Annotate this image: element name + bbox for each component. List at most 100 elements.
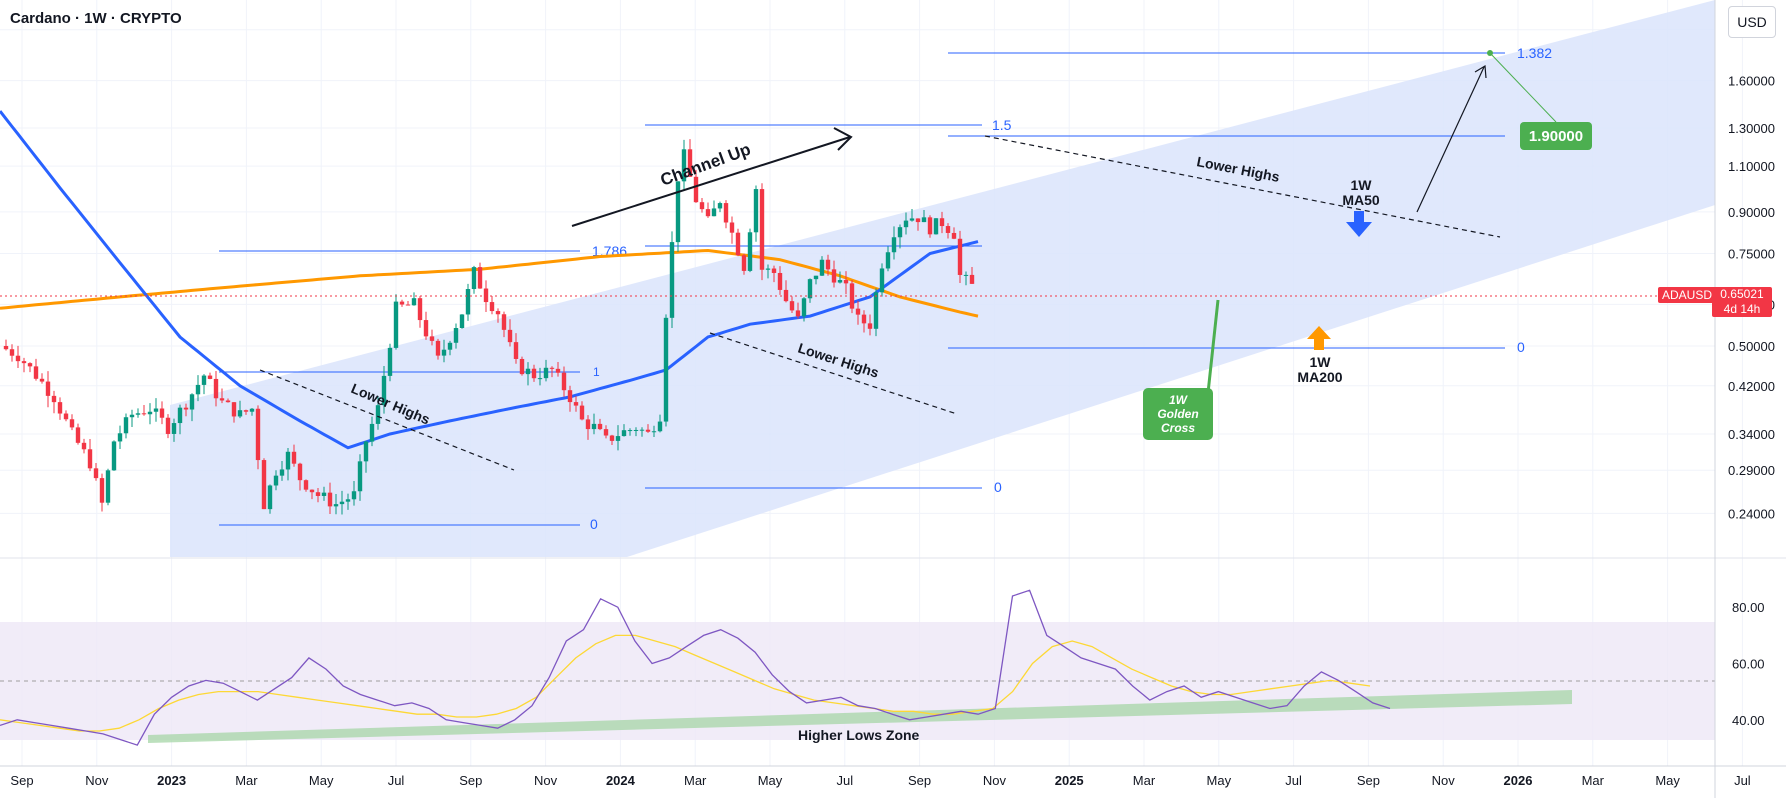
candle-body xyxy=(321,492,327,496)
candle-body xyxy=(687,149,693,177)
candle-body xyxy=(27,363,33,367)
last-price-value: 0.65021 xyxy=(1720,287,1764,301)
candle-body xyxy=(375,405,381,424)
candle-body xyxy=(963,274,969,276)
candle-body xyxy=(459,314,465,329)
candle-body xyxy=(957,238,963,275)
golden-cross-pointer xyxy=(1206,299,1220,394)
price-tick-label: 1.30000 xyxy=(1728,121,1775,136)
candle-body xyxy=(633,429,639,431)
candle-body xyxy=(579,405,585,420)
candle-body xyxy=(867,323,873,329)
candle-body xyxy=(675,181,681,243)
candle-body xyxy=(405,304,411,306)
fib-b-top: 1.5 xyxy=(992,117,1012,133)
candle-body xyxy=(795,310,801,317)
candle-body xyxy=(45,381,51,396)
currency-button[interactable]: USD xyxy=(1728,6,1776,38)
time-tick-label: Jul xyxy=(388,773,405,788)
price-tick-label: 0.42000 xyxy=(1728,379,1775,394)
higher-lows-zone-label: Higher Lows Zone xyxy=(798,727,920,743)
candle-body xyxy=(915,218,921,223)
candle-body xyxy=(771,268,777,273)
candle-body xyxy=(927,217,933,235)
candle-body xyxy=(249,408,255,412)
fib-levels xyxy=(219,52,1505,526)
time-tick-label: Nov xyxy=(1432,773,1456,788)
lower-highs-trendlines xyxy=(259,135,1501,471)
candle-body xyxy=(747,232,753,271)
target-point xyxy=(1487,50,1493,56)
candle-body xyxy=(849,283,855,309)
candle-body xyxy=(339,501,345,505)
candle-body xyxy=(453,328,459,343)
time-tick-label: Mar xyxy=(1133,773,1156,788)
candle-body xyxy=(669,242,675,318)
candle-body xyxy=(285,451,291,470)
candle-body xyxy=(735,232,741,256)
candle-body xyxy=(501,314,507,330)
candle-body xyxy=(891,237,897,253)
candle-body xyxy=(813,275,819,280)
candle-body xyxy=(435,340,441,356)
candle-body xyxy=(657,421,663,432)
candle-body xyxy=(141,413,147,415)
candle-body xyxy=(201,375,207,385)
candle-body xyxy=(117,433,123,442)
candle-body xyxy=(933,218,939,235)
candle-body xyxy=(99,478,105,503)
rsi-axis[interactable]: 80.00 60.00 40.00 xyxy=(1732,600,1765,728)
candle-body xyxy=(345,499,351,502)
candle-body xyxy=(75,427,81,443)
ma200-label-line2: MA200 xyxy=(1297,369,1342,385)
candle-body xyxy=(777,272,783,290)
candle-body xyxy=(939,218,945,227)
time-tick-label: May xyxy=(1207,773,1232,788)
candle-body xyxy=(189,394,195,410)
candle-body xyxy=(315,492,321,496)
ma200-label-line1: 1W xyxy=(1310,354,1332,370)
golden-cross-line-3: Cross xyxy=(1160,421,1195,435)
candle-body xyxy=(879,268,885,293)
candle-body xyxy=(645,429,651,432)
candle-body xyxy=(597,423,603,430)
time-tick-label: Jul xyxy=(836,773,853,788)
candle-body xyxy=(123,417,129,434)
candle-body xyxy=(819,259,825,276)
candle-body xyxy=(699,202,705,210)
candle-body xyxy=(897,227,903,238)
candle-body xyxy=(195,384,201,395)
candle-body xyxy=(111,441,117,471)
candle-body xyxy=(693,176,699,203)
candle-body xyxy=(261,460,267,510)
price-tick-label: 0.90000 xyxy=(1728,205,1775,220)
time-tick-label: May xyxy=(758,773,783,788)
candle-body xyxy=(789,301,795,311)
candle-body xyxy=(219,398,225,401)
candle-body xyxy=(855,308,861,315)
candle-body xyxy=(135,413,141,415)
candle-body xyxy=(333,504,339,507)
ma50-label-line2: MA50 xyxy=(1342,192,1380,208)
candle-body xyxy=(873,292,879,329)
ma200-line xyxy=(0,248,979,318)
candle-body xyxy=(741,255,747,271)
rsi-tick-label: 60.00 xyxy=(1732,657,1765,672)
candle-body xyxy=(603,429,609,436)
candle-body xyxy=(765,268,771,270)
rsi-ma-line xyxy=(0,634,1371,732)
golden-cross-callout: 1W Golden Cross xyxy=(1143,388,1213,440)
fib-a-bottom: 0 xyxy=(590,516,598,532)
golden-cross-line-1: 1W xyxy=(1169,393,1187,407)
candle-body xyxy=(471,267,477,290)
time-axis[interactable]: Sep Nov 2023 Mar May Jul Sep Nov 2024 Mar May Jul Se… xyxy=(10,773,1750,788)
time-tick-label: May xyxy=(1655,773,1680,788)
candle-body xyxy=(357,461,363,492)
price-axis[interactable]: 2.000001.600001.300001.100000.900000.750… xyxy=(1728,23,1775,522)
candle-body xyxy=(225,400,231,403)
time-tick-label: 2023 xyxy=(157,773,186,788)
candle-body xyxy=(291,451,297,464)
candle-body xyxy=(147,411,153,415)
